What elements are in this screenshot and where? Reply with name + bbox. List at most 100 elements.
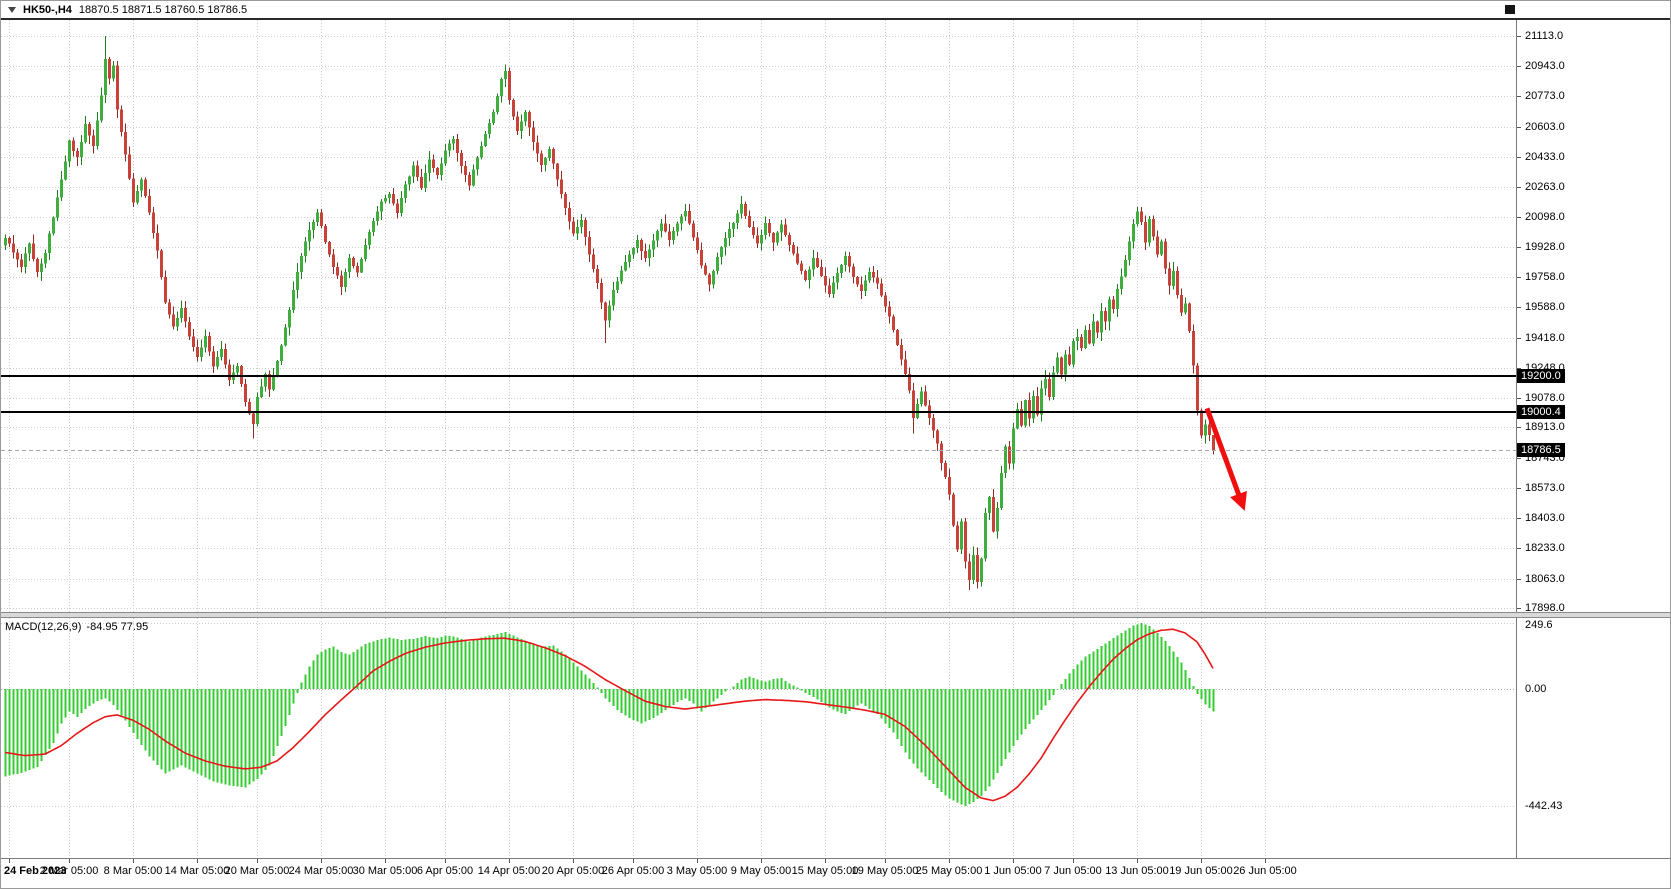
time-axis-label: 1 Jun 05:00: [984, 865, 1042, 877]
candle-body: [800, 263, 803, 271]
candle-body: [804, 270, 807, 281]
price-axis-tick: [1517, 427, 1521, 428]
candle-body: [456, 139, 459, 153]
price-axis-tick: [1517, 579, 1521, 580]
quote-bar: HK50-,H4 18870.5 18871.5 18760.5 18786.5: [1, 1, 1670, 20]
candle-body: [884, 295, 887, 307]
price-axis-tick: [1517, 518, 1521, 519]
time-axis-tick: [825, 859, 826, 863]
candle-body: [1172, 271, 1175, 286]
macd-axis[interactable]: 249.6 0.00 -442.43: [1516, 618, 1670, 858]
candle-body: [1112, 299, 1115, 310]
candle-body: [1048, 378, 1051, 397]
candle-body: [276, 361, 279, 377]
candle-body: [764, 223, 767, 236]
candle-body: [688, 211, 691, 224]
price-axis[interactable]: 21113.0 20943.0 20773.0 20603.0 20433.0 20263…: [1516, 20, 1670, 614]
candle-body: [500, 79, 503, 97]
price-axis-label: 18063.0: [1525, 573, 1565, 585]
candle-body: [1052, 372, 1055, 397]
candle-body: [976, 554, 979, 583]
candle-body: [1176, 271, 1179, 295]
annotation-arrow[interactable]: [1204, 407, 1247, 511]
candle-body: [356, 266, 359, 273]
candle-body: [808, 269, 811, 281]
candle-body: [948, 477, 951, 495]
time-axis-label: 14 Apr 05:00: [477, 865, 541, 877]
candle-body: [1080, 336, 1083, 348]
candle-body: [228, 364, 231, 380]
candle-body: [1032, 395, 1035, 419]
candle-body: [480, 145, 483, 158]
candle-body: [188, 321, 191, 337]
candle-body: [1156, 236, 1159, 255]
candle-body: [816, 258, 819, 267]
price-axis-label: 19928.0: [1525, 241, 1565, 253]
candle-body: [56, 197, 59, 218]
candle-body: [160, 250, 163, 277]
price-axis-tick: [1517, 398, 1521, 399]
candle-body: [1092, 321, 1095, 344]
time-axis-tick: [321, 859, 322, 863]
candle-body: [112, 65, 115, 79]
candle-body: [44, 253, 47, 264]
candle-body: [852, 266, 855, 277]
candle-body: [332, 254, 335, 267]
candle-body: [196, 347, 199, 358]
time-axis[interactable]: 24 Feb 2023 2 Mar 05:00 8 Mar 05:00 14 Mar …: [1, 858, 1670, 888]
candle-body: [168, 302, 171, 315]
candle-body: [1060, 357, 1063, 375]
candle-body: [780, 224, 783, 233]
price-axis-tick: [1517, 277, 1521, 278]
candle-body: [632, 248, 635, 255]
candle-body: [224, 349, 227, 365]
candle-body: [116, 65, 119, 110]
candle-body: [748, 215, 751, 228]
price-axis-label: 18233.0: [1525, 542, 1565, 554]
candle-body: [328, 242, 331, 255]
macd-axis-label: 249.6: [1525, 619, 1553, 631]
candle-body: [364, 245, 367, 260]
candle-body: [1096, 321, 1099, 333]
candle-body: [484, 133, 487, 146]
candle-body: [888, 306, 891, 317]
candle-body: [676, 223, 679, 232]
candle-body: [48, 233, 51, 254]
candle-body: [876, 277, 879, 284]
candle-body: [1184, 303, 1187, 313]
chart-shift-marker[interactable]: [1505, 5, 1515, 14]
candle-body: [164, 277, 167, 303]
candle-body: [864, 280, 867, 292]
time-axis-label: 7 Jun 05:00: [1044, 865, 1102, 877]
candle-body: [200, 347, 203, 358]
candle-body: [600, 283, 603, 303]
candle-body: [344, 271, 347, 287]
candle-body: [1084, 330, 1087, 348]
candle-body: [304, 241, 307, 256]
time-axis-tick: [1073, 859, 1074, 863]
candle-body: [668, 231, 671, 240]
candle-body: [208, 336, 211, 352]
pane-splitter[interactable]: [1, 612, 1670, 618]
candle-body: [128, 154, 131, 179]
candle-body: [376, 211, 379, 222]
price-chart[interactable]: [1, 20, 1516, 612]
candle-body: [408, 176, 411, 185]
time-axis-tick: [1265, 859, 1266, 863]
candle-body: [476, 157, 479, 170]
candle-body: [384, 198, 387, 202]
candle-body: [216, 357, 219, 367]
candle-body: [104, 59, 107, 96]
price-axis-label: 18573.0: [1525, 482, 1565, 494]
candle-body: [644, 251, 647, 259]
macd-pane[interactable]: [1, 618, 1516, 858]
candle-body: [1044, 378, 1047, 389]
candle-body: [564, 194, 567, 209]
candle-body: [1168, 268, 1171, 286]
candle-body: [1180, 295, 1183, 313]
candle-body: [388, 194, 391, 198]
time-axis-label: 25 May 05:00: [915, 865, 983, 877]
ohlc-values: 18870.5 18871.5 18760.5 18786.5: [78, 3, 248, 16]
candle-body: [320, 212, 323, 227]
candle-body: [192, 336, 195, 348]
